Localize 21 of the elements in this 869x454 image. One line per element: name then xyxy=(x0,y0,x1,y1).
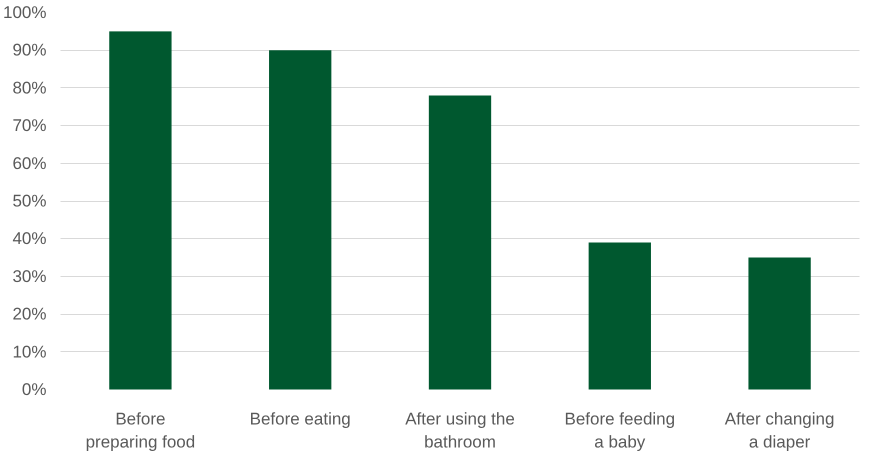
y-tick-label: 10% xyxy=(12,342,47,362)
y-tick-label: 0% xyxy=(22,380,47,399)
y-tick-label: 20% xyxy=(12,304,47,324)
y-tick-label: 100% xyxy=(3,3,47,22)
x-tick-label: Before feeding a baby xyxy=(564,410,676,452)
y-tick-label: 90% xyxy=(12,40,47,60)
x-tick-label: After using the bathroom xyxy=(405,410,515,452)
bar xyxy=(269,50,332,390)
bar xyxy=(109,31,172,390)
y-tick-label: 40% xyxy=(12,229,47,248)
y-tick-label: 50% xyxy=(12,192,47,210)
x-tick-label: After changing a diaper xyxy=(724,410,834,452)
y-tick-label: 70% xyxy=(12,116,47,136)
bar xyxy=(588,242,651,390)
bar xyxy=(748,258,811,390)
y-tick-label: 30% xyxy=(12,266,47,286)
x-tick-label: Before preparing food xyxy=(86,410,196,452)
x-tick-label: Before eating xyxy=(250,410,351,428)
bar xyxy=(428,95,492,390)
y-tick-label: 80% xyxy=(12,78,47,98)
y-tick-label: 60% xyxy=(12,154,47,173)
